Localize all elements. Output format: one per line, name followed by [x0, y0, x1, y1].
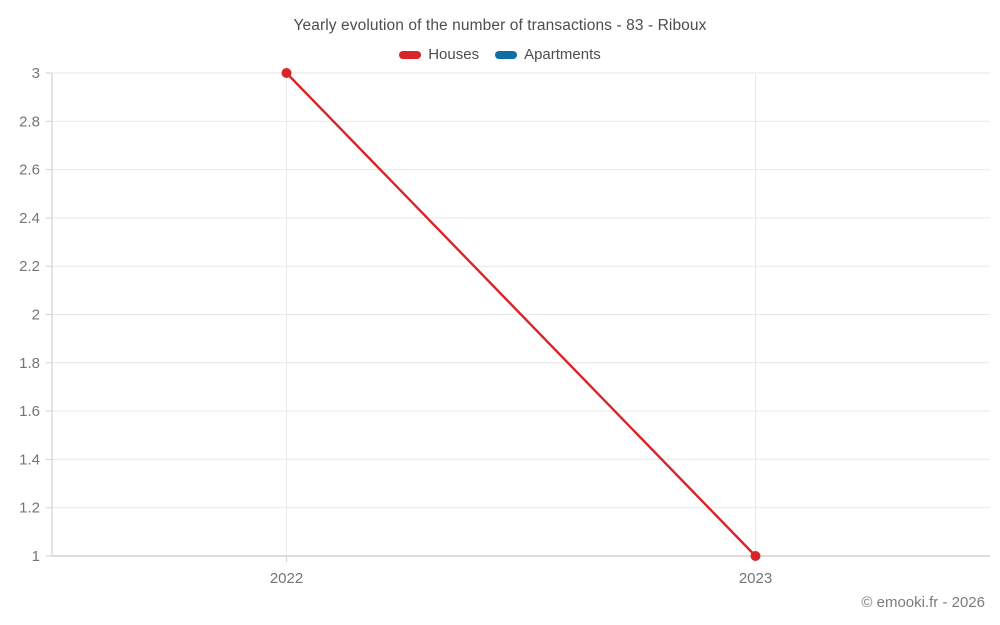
legend-item-houses[interactable]: Houses — [399, 46, 479, 63]
chart-title: Yearly evolution of the number of transa… — [293, 17, 707, 34]
y-tick-label: 1.2 — [19, 500, 40, 517]
y-tick-label: 2.8 — [19, 113, 40, 130]
data-point-houses-2022 — [281, 68, 292, 78]
houses-series-swatch-icon — [399, 50, 422, 59]
footer-credit: © emooki.fr - 2026 — [861, 594, 985, 611]
y-tick-label: 2.4 — [19, 210, 40, 227]
legend-label-apartments: Apartments — [524, 46, 601, 63]
legend-label-houses: Houses — [428, 46, 480, 63]
x-tick-label: 2023 — [739, 570, 772, 587]
y-tick-label: 2.6 — [19, 162, 40, 179]
legend-item-apartments[interactable]: Apartments — [495, 46, 601, 63]
x-tick-label: 2022 — [270, 570, 303, 587]
y-tick-label: 1.4 — [19, 451, 40, 468]
apartments-series-swatch-icon — [495, 50, 518, 59]
y-tick-label: 2 — [32, 307, 40, 324]
legend: Houses Apartments — [0, 46, 1000, 63]
y-tick-label: 3 — [32, 65, 40, 82]
series-line-houses — [285, 71, 757, 558]
y-tick-label: 1 — [32, 548, 40, 565]
y-tick-label: 1.8 — [19, 355, 40, 372]
y-tick-label: 2.2 — [19, 258, 40, 275]
data-point-houses-2023 — [750, 551, 761, 561]
y-tick-label: 1.6 — [19, 403, 40, 420]
